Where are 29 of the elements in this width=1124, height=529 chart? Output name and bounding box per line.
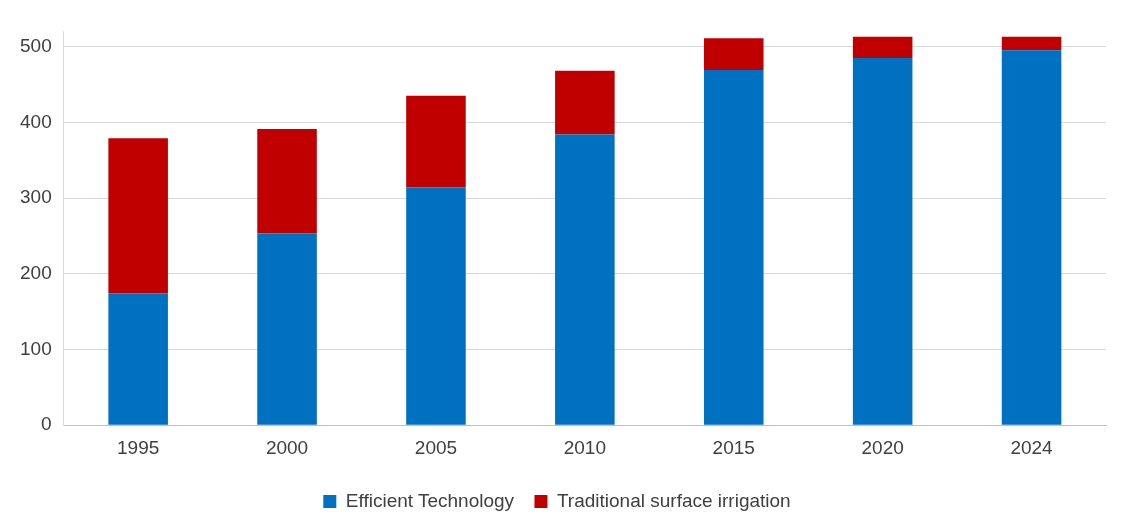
- x-tick-label: 2000: [265, 436, 309, 458]
- bar: [852, 57, 913, 425]
- bar: [852, 36, 913, 58]
- x-tick-label: 2020: [861, 436, 904, 458]
- y-tick-label: 0: [41, 413, 52, 435]
- x-tick-label: 1995: [117, 436, 160, 458]
- bar: [108, 138, 168, 294]
- x-tick-label: 2005: [414, 436, 458, 458]
- bar: [406, 187, 466, 425]
- bar: [703, 70, 764, 425]
- bar: [703, 38, 764, 71]
- legend-label: Efficient Technology: [345, 489, 515, 511]
- bar: [108, 293, 168, 425]
- bar: [1001, 36, 1062, 51]
- bar: [406, 95, 466, 188]
- bar: [555, 134, 615, 425]
- bar: [555, 70, 615, 135]
- y-tick-label: 500: [20, 34, 52, 56]
- y-tick-label: 300: [20, 186, 52, 208]
- bar: [257, 129, 317, 234]
- legend-label: Traditional surface irrigation: [556, 489, 791, 511]
- bar: [257, 233, 317, 425]
- y-tick-label: 200: [20, 261, 52, 283]
- bar: [1001, 50, 1062, 425]
- x-tick-label: 2010: [563, 436, 606, 458]
- x-tick-label: 2024: [1010, 436, 1054, 458]
- y-tick-label: 400: [20, 110, 52, 132]
- x-tick-label: 2015: [712, 436, 755, 458]
- y-tick-label: 100: [20, 337, 52, 359]
